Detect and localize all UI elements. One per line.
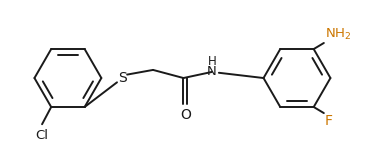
Text: S: S	[118, 71, 127, 85]
Text: H: H	[207, 55, 216, 68]
Text: NH$_2$: NH$_2$	[325, 27, 351, 42]
Text: O: O	[180, 108, 191, 122]
Text: Cl: Cl	[35, 129, 48, 142]
Text: F: F	[325, 114, 333, 128]
Text: N: N	[207, 66, 217, 78]
